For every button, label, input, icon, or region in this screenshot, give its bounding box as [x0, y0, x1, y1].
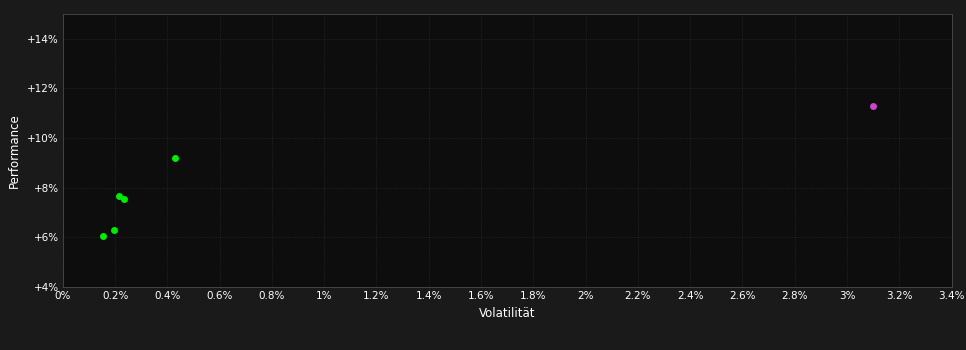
Point	[167, 155, 183, 161]
Point	[117, 196, 132, 202]
X-axis label: Volatilität: Volatilität	[479, 307, 535, 320]
Point	[106, 227, 122, 233]
Point	[96, 233, 111, 239]
Point	[866, 103, 881, 108]
Y-axis label: Performance: Performance	[9, 113, 21, 188]
Point	[111, 194, 127, 199]
